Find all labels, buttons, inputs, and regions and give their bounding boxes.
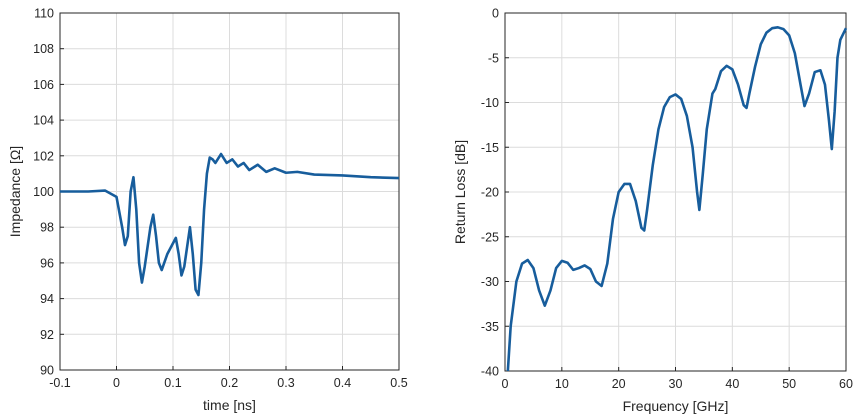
x-tick-label: 0.5: [390, 376, 407, 390]
y-tick-label: -20: [481, 186, 499, 200]
x-tick-label: 0.4: [334, 376, 351, 390]
y-tick-label: 94: [40, 292, 54, 306]
x-tick-label: 0.3: [277, 376, 294, 390]
y-tick-label: 102: [33, 149, 54, 163]
y-tick-label: 108: [33, 42, 54, 56]
y-tick-label: -15: [481, 141, 499, 155]
y-tick-label: -35: [481, 320, 499, 334]
y-axis-label: Impedance [Ω]: [7, 146, 23, 237]
y-tick-label: 100: [33, 185, 54, 199]
y-tick-label: -25: [481, 230, 499, 244]
x-tick-label: 20: [612, 377, 626, 391]
x-tick-label: 0: [113, 376, 120, 390]
data-line: [60, 152, 400, 297]
y-tick-label: -10: [481, 96, 499, 110]
x-tick-label: 50: [782, 377, 796, 391]
y-tick-label: -5: [488, 51, 499, 65]
x-tick-label: 0: [502, 377, 509, 391]
x-tick-label: -0.1: [49, 376, 71, 390]
y-tick-label: 98: [40, 221, 54, 235]
y-tick-label: 106: [33, 78, 54, 92]
x-axis-label: time [ns]: [203, 397, 256, 413]
y-tick-label: 0: [492, 7, 499, 21]
x-axis-label: Frequency [GHz]: [623, 398, 729, 414]
x-tick-label: 60: [839, 377, 853, 391]
y-axis-label: Return Loss [dB]: [452, 140, 468, 244]
y-tick-label: 90: [40, 364, 54, 378]
x-tick-label: 40: [725, 377, 739, 391]
y-tick-label: -30: [481, 275, 499, 289]
x-tick-label: 0.2: [221, 376, 238, 390]
y-tick-label: 92: [40, 328, 54, 342]
y-tick-label: 96: [40, 256, 54, 270]
y-tick-label: 110: [34, 7, 54, 21]
x-tick-label: 10: [555, 377, 569, 391]
x-tick-label: 0.1: [164, 376, 181, 390]
y-tick-label: -40: [481, 365, 499, 379]
x-tick-label: 30: [669, 377, 683, 391]
data-line: [506, 26, 848, 372]
y-tick-label: 104: [33, 114, 54, 128]
